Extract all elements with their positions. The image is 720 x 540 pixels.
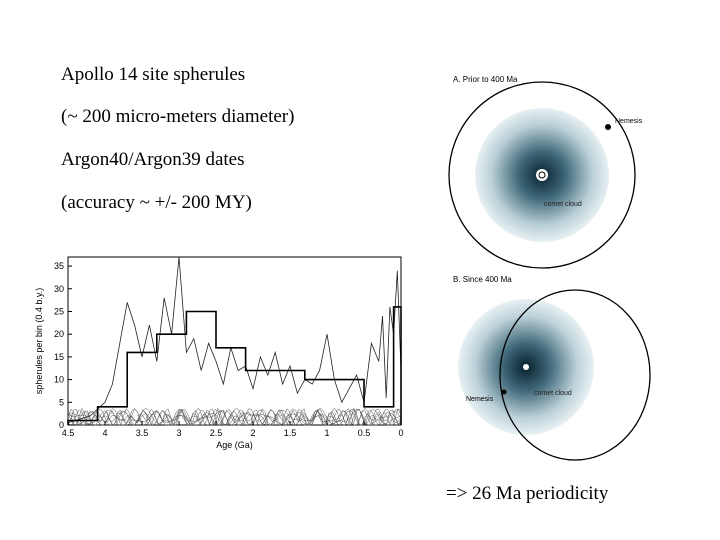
- y-tick-label: 25: [54, 306, 64, 316]
- nemesis-orbit-a: [448, 81, 636, 269]
- panel-b-title: B. Since 400 Ma: [453, 275, 512, 284]
- sun-a-halo: [536, 169, 548, 181]
- nemesis-label-b: Nemesis: [466, 396, 494, 403]
- y-tick-label: 30: [54, 284, 64, 294]
- x-axis-label: Age (Ga): [216, 440, 253, 450]
- x-tick-label: 1.5: [284, 428, 297, 438]
- nemesis-a: [605, 124, 611, 130]
- x-tick-label: 1: [324, 428, 329, 438]
- y-tick-label: 0: [59, 420, 64, 430]
- nemesis-orbit-b: [499, 289, 651, 461]
- line-dating-method: Argon40/Argon39 dates: [61, 149, 245, 170]
- x-tick-label: 0: [398, 428, 403, 438]
- periodicity-note: => 26 Ma periodicity: [446, 483, 609, 504]
- summed-density-curve: [67, 256, 402, 424]
- spherule-age-chart: 4.5 4 3.5 3 2.5 2 1.5 1 0.5 0 0 5 10 15 20 25 30 35 Age (G…: [34, 256, 404, 450]
- individual-density-curve: [67, 408, 402, 426]
- line-diameter: (~ 200 micro-meters diameter): [61, 106, 295, 127]
- comet-cloud-label-b: comet cloud: [534, 390, 572, 397]
- y-axis-label: spherules per bin (0.4 b.y.): [34, 288, 44, 394]
- y-tick-label: 35: [54, 261, 64, 271]
- individual-density-curve: [67, 407, 402, 426]
- histogram-step-line: [67, 306, 402, 425]
- sun-a: [538, 171, 546, 179]
- x-tick-label: 2: [250, 428, 255, 438]
- nemesis-orbit-diagram: A. Prior to 400 Ma Nemesis comet cloud B…: [448, 75, 651, 461]
- nemesis-b: [501, 389, 507, 395]
- line-accuracy: (accuracy ~ +/- 200 MY): [61, 192, 252, 213]
- x-tick-label: 0.5: [358, 428, 371, 438]
- y-tick-label: 5: [59, 397, 64, 407]
- x-tick-label: 4: [102, 428, 107, 438]
- sun-b: [523, 364, 529, 370]
- x-tick-label: 2.5: [210, 428, 223, 438]
- plot-frame: [67, 256, 402, 426]
- individual-density-curve: [67, 408, 402, 426]
- line-apollo-site: Apollo 14 site spherules: [61, 64, 246, 85]
- comet-cloud-label-a: comet cloud: [544, 201, 582, 208]
- nemesis-label-a: Nemesis: [615, 118, 643, 125]
- y-tick-label: 10: [54, 375, 64, 385]
- x-tick-label: 3.5: [136, 428, 149, 438]
- x-tick-label: 3: [176, 428, 181, 438]
- y-tick-label: 20: [54, 329, 64, 339]
- panel-a-title: A. Prior to 400 Ma: [453, 75, 518, 84]
- individual-density-curve: [67, 408, 402, 426]
- x-tick-label: 4.5: [62, 428, 75, 438]
- y-tick-label: 15: [54, 352, 64, 362]
